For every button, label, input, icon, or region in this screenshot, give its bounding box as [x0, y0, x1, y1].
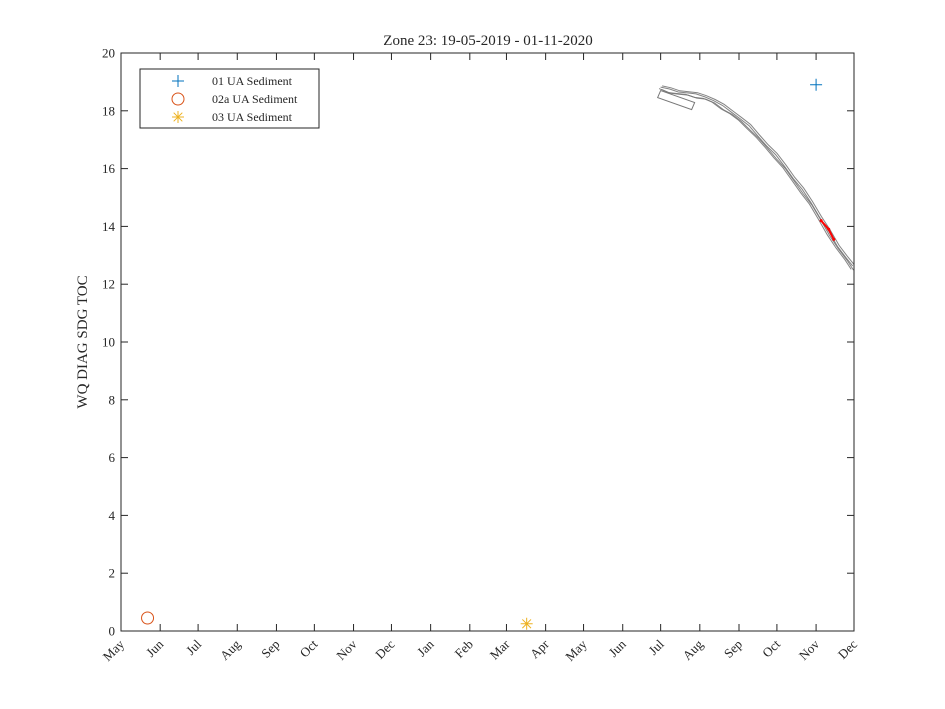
series-3-point-1	[520, 617, 533, 630]
y-tick-label-8: 8	[109, 392, 116, 407]
y-tick-label-12: 12	[102, 277, 115, 292]
series-2-point-1-shape	[141, 611, 155, 625]
model-line-start-band	[656, 89, 696, 111]
y-tick-label-6: 6	[109, 450, 116, 465]
legend-marker-3-shape	[172, 111, 184, 123]
legend-box	[139, 68, 320, 129]
legend-label-1: 01 UA Sediment	[212, 74, 293, 88]
y-tick-label-2: 2	[109, 566, 116, 581]
y-axis-label: WQ DIAG SDG TOC	[75, 275, 91, 408]
plot-marks	[141, 78, 855, 630]
y-tick-label-18: 18	[102, 103, 115, 118]
legend-marker-1-shape	[172, 75, 184, 87]
series-3-point-1-shape	[520, 617, 533, 630]
highlight-point-2	[827, 227, 831, 231]
y-tick-label-0: 0	[109, 624, 116, 639]
y-tick-label-20: 20	[102, 46, 115, 61]
chart-title: Zone 23: 19-05-2019 - 01-11-2020	[383, 33, 592, 49]
legend-label-3: 03 UA Sediment	[212, 110, 293, 124]
model-line-trace-4	[661, 88, 854, 271]
series-1-point-1	[810, 78, 823, 91]
legend-label-2: 02a UA Sediment	[212, 92, 298, 106]
model-line-trace-3	[661, 85, 855, 266]
y-tick-label-16: 16	[102, 161, 116, 176]
legend-marker-3	[172, 111, 184, 123]
y-tick-label-10: 10	[102, 335, 115, 350]
legend: 01 UA Sediment 02a UA Sediment 03 UA Sedim…	[139, 68, 320, 129]
legend-marker-1	[172, 75, 184, 87]
y-tick-label-4: 4	[109, 508, 116, 523]
highlight-point-3	[832, 237, 836, 241]
legend-marker-2-shape	[171, 92, 185, 106]
highlight-point-1	[819, 219, 823, 223]
y-tick-label-14: 14	[102, 219, 116, 234]
legend-marker-2	[171, 92, 185, 106]
series-1-point-1-shape	[810, 78, 823, 91]
series-2-point-1	[141, 611, 155, 625]
